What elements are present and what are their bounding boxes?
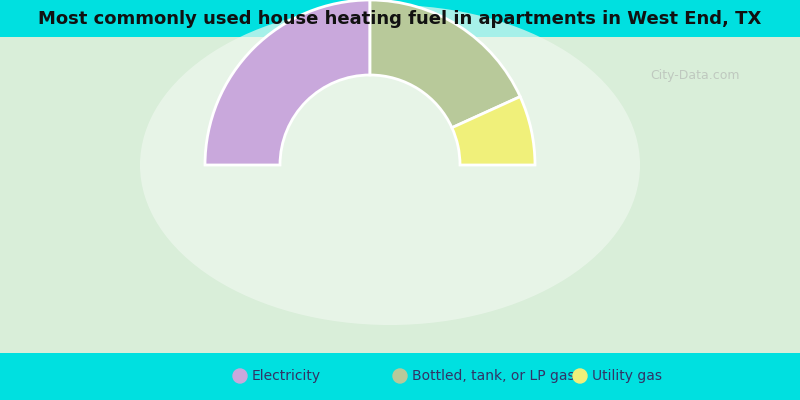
Wedge shape [370, 0, 520, 128]
Text: Utility gas: Utility gas [592, 369, 662, 383]
Bar [0, 353, 800, 400]
Wedge shape [452, 97, 535, 165]
Text: Most commonly used house heating fuel in apartments in West End, TX: Most commonly used house heating fuel in… [38, 10, 762, 28]
Text: Bottled, tank, or LP gas: Bottled, tank, or LP gas [412, 369, 574, 383]
Circle shape [233, 369, 247, 383]
Circle shape [393, 369, 407, 383]
Bar [0, 37, 800, 353]
Wedge shape [205, 0, 370, 165]
Ellipse shape [140, 5, 640, 325]
Text: Electricity: Electricity [252, 369, 321, 383]
Bar [0, 0, 800, 37]
Circle shape [573, 369, 587, 383]
Text: City-Data.com: City-Data.com [650, 68, 740, 82]
